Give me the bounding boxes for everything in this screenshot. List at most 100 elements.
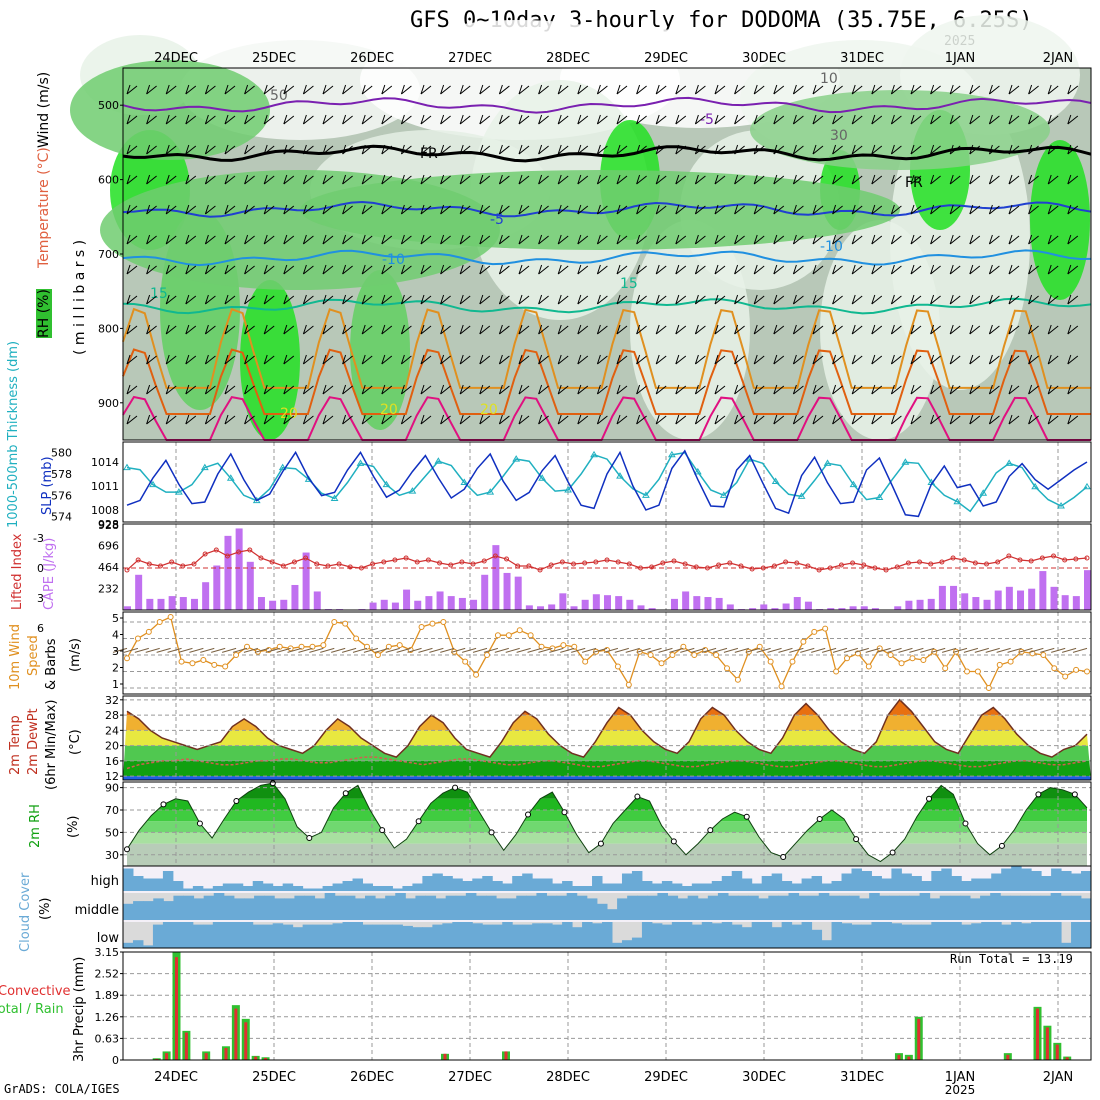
wind-barb xyxy=(812,415,824,425)
cloud-bar-middle xyxy=(637,895,648,920)
wind-barb-flag xyxy=(851,414,856,425)
tick-label: 5 xyxy=(112,612,119,625)
wind-barb xyxy=(303,145,314,155)
wind-barb xyxy=(714,145,726,155)
wind-barb-flag xyxy=(596,174,601,185)
wind-barb-flag xyxy=(988,84,993,95)
isotherm-20 xyxy=(122,307,1091,389)
cloud-bar-low xyxy=(971,923,982,948)
rh-marker xyxy=(233,798,240,805)
cloud-bar-middle xyxy=(667,895,679,920)
wind-barb-flag xyxy=(498,234,503,245)
cloud-bar-low xyxy=(1001,924,1012,948)
wind-barb-flag xyxy=(283,264,288,275)
wind-barb xyxy=(793,115,804,125)
wind-barb xyxy=(851,295,863,305)
label-precip-u: 3hr Precip (mm) xyxy=(72,956,87,1062)
wind-barb-flag xyxy=(596,264,601,275)
wind-barb-flag xyxy=(146,204,151,215)
cloud-bar-middle xyxy=(859,898,870,920)
cape-bar xyxy=(771,608,779,610)
wind-barb xyxy=(224,295,236,305)
wind-barb-flag xyxy=(244,294,249,305)
wind-barb xyxy=(773,265,785,275)
cape-bar xyxy=(749,608,757,610)
wind-barb-flag xyxy=(675,294,680,305)
cloud-bar-low xyxy=(771,927,783,948)
rh-marker xyxy=(926,795,933,802)
cape-bar xyxy=(1050,586,1058,610)
wind-barb-flag xyxy=(577,294,582,305)
wind-barb xyxy=(577,115,589,125)
wind-barb-flag xyxy=(577,174,582,185)
wind-barb-flag xyxy=(1028,414,1033,425)
wind-barb xyxy=(322,295,334,305)
wind-barb-flag xyxy=(694,144,699,155)
cloud-bar-low xyxy=(651,923,663,948)
date-label-bottom: 26DEC xyxy=(350,1070,394,1085)
cloud-bar-middle xyxy=(707,895,719,920)
date-label-bottom: 2JAN xyxy=(1043,1070,1074,1085)
wind-barb xyxy=(714,205,726,215)
wind-barb-flag xyxy=(302,384,307,395)
isotherm--5 xyxy=(122,96,1092,114)
wind-barb xyxy=(910,235,922,245)
date-label-bottom: 31DEC xyxy=(840,1070,884,1085)
wind-barb xyxy=(440,385,451,395)
label-thickness: 1000-500mb Thickness (dm) xyxy=(6,340,21,528)
wind-barb xyxy=(244,355,255,365)
wind-barb-flag xyxy=(440,204,445,215)
wind-barb xyxy=(871,85,883,95)
wind-barb xyxy=(734,265,745,275)
wind-barb-flag xyxy=(616,204,621,215)
wind-barb-flag xyxy=(381,414,386,425)
cloud-bar-middle xyxy=(879,895,890,920)
wind-barb xyxy=(832,85,843,95)
wind-barb xyxy=(342,415,353,425)
wind-barb-flag xyxy=(714,384,719,395)
cloud-bar-middle xyxy=(465,893,477,920)
wind-barb xyxy=(322,145,334,155)
wind-barb-flag xyxy=(283,414,288,425)
contour-label: 20 xyxy=(380,402,398,418)
cape-bar xyxy=(425,596,433,610)
wind-barb-10m xyxy=(745,647,760,653)
cape-bar xyxy=(380,599,388,610)
wind-barb-flag xyxy=(538,414,543,425)
cloud-bar-middle xyxy=(617,898,628,920)
cloud-bar-high xyxy=(861,871,872,891)
wind-barb-flag xyxy=(283,174,288,185)
thickness-marker xyxy=(434,457,443,464)
cloud-bar-high xyxy=(961,881,972,891)
cloud-bar-middle xyxy=(163,901,174,920)
cape-bar xyxy=(179,597,187,610)
wind-barb-10m xyxy=(756,647,771,653)
wind-barb-flag xyxy=(479,324,484,335)
wind-barb xyxy=(675,385,687,395)
wind-barb-10m xyxy=(145,647,160,653)
wind-barb xyxy=(695,235,706,245)
wind-barb-flag xyxy=(890,354,895,365)
wind-barb-flag xyxy=(420,324,425,335)
label-temp2m-u: (°C) xyxy=(68,729,83,755)
cape-bar xyxy=(269,600,277,610)
wind-barb xyxy=(283,355,295,365)
wind-barb xyxy=(459,265,471,275)
wind-barb xyxy=(401,325,412,335)
wind-barb xyxy=(1067,415,1079,425)
tick-label: 2.52 xyxy=(95,968,120,981)
wind-speed-marker xyxy=(331,619,338,625)
wind-barb-flag xyxy=(518,324,523,335)
wind-barb-flag xyxy=(949,264,954,275)
wind-barb-flag xyxy=(126,84,131,95)
wind-barb-flag xyxy=(636,84,641,95)
precip-conv-bar xyxy=(897,1054,901,1060)
wind-barb-flag xyxy=(381,384,386,395)
cape-bar xyxy=(1084,570,1091,610)
temp-band xyxy=(123,699,1091,716)
wind-barb-flag xyxy=(734,384,739,395)
cloud-bar-low xyxy=(312,924,324,948)
wind-barb xyxy=(224,385,236,395)
wind-barb-10m xyxy=(243,647,259,653)
wind-barb xyxy=(557,355,569,365)
